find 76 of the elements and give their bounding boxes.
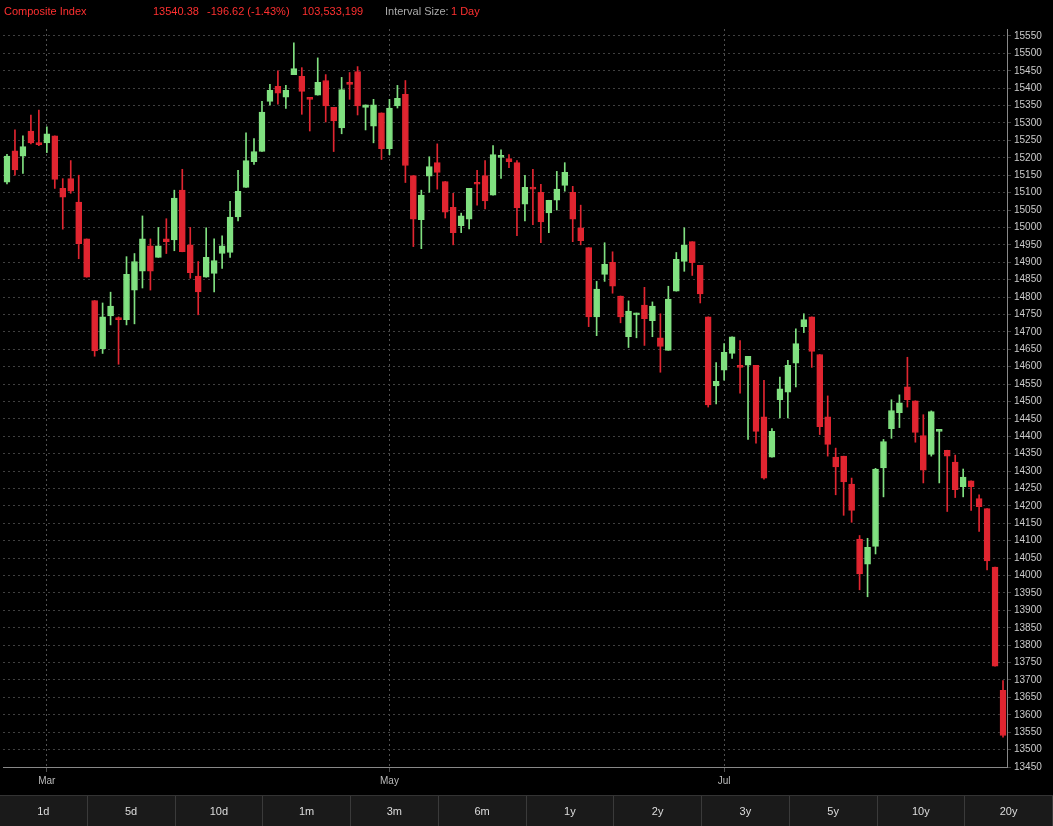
text: Interval Size: <box>385 4 449 19</box>
text: 1 Day <box>451 4 480 19</box>
y-tick-label: 15250 <box>1014 134 1043 146</box>
y-tick-label: 13800 <box>1014 638 1043 650</box>
y-tick-label: 13550 <box>1014 725 1043 737</box>
x-tick-label: Mar <box>38 774 57 786</box>
y-tick-label: 15000 <box>1014 221 1043 233</box>
y-tick-label: 14350 <box>1014 447 1043 459</box>
candlestick <box>975 494 983 532</box>
y-tick-label: 14650 <box>1014 343 1043 355</box>
candlestick <box>505 154 513 168</box>
y-tick-label: 15550 <box>1014 29 1043 41</box>
y-tick-label: 13700 <box>1014 673 1043 685</box>
y-tick-label: 13600 <box>1014 708 1043 720</box>
y-tick-label: 14250 <box>1014 482 1043 494</box>
text: 5y <box>789 796 878 826</box>
y-tick-label: 14450 <box>1014 412 1043 424</box>
y-tick-label: 15200 <box>1014 151 1043 163</box>
y-tick-label: 13450 <box>1014 760 1043 772</box>
candlestick <box>306 96 314 132</box>
y-tick-label: 14300 <box>1014 464 1043 476</box>
y-tick-label: 14000 <box>1014 569 1043 581</box>
text: -196.62 (-1.43%) <box>207 4 290 19</box>
y-tick-label: 14850 <box>1014 273 1043 285</box>
x-tick-label: May <box>380 774 399 786</box>
text: 1m <box>263 796 351 826</box>
y-tick-label: 14200 <box>1014 499 1043 511</box>
y-tick-label: 15400 <box>1014 81 1043 93</box>
y-tick-label: 13500 <box>1014 743 1043 755</box>
y-tick-label: 14950 <box>1014 238 1043 250</box>
y-tick-label: 14700 <box>1014 325 1043 337</box>
text: 6m <box>438 796 527 826</box>
y-tick-label: 13900 <box>1014 604 1043 616</box>
y-tick-label: 14150 <box>1014 517 1043 529</box>
y-tick-label: 14800 <box>1014 290 1043 302</box>
candlestick <box>943 449 951 512</box>
y-tick-label: 15300 <box>1014 116 1043 128</box>
text: 5d <box>87 796 176 826</box>
y-tick-label: 14550 <box>1014 377 1043 389</box>
text: 10d <box>175 796 264 826</box>
text: 3m <box>351 796 439 826</box>
y-tick-label: 14500 <box>1014 395 1043 407</box>
candlestick <box>473 170 481 206</box>
y-tick-label: 14400 <box>1014 430 1043 442</box>
y-tick-label: 15350 <box>1014 99 1043 111</box>
y-tick-label: 14900 <box>1014 255 1043 267</box>
text: 10y <box>877 796 966 826</box>
y-tick-label: 13650 <box>1014 691 1043 703</box>
y-tick-label: 15450 <box>1014 64 1043 76</box>
candlestick <box>497 149 505 179</box>
y-tick-label: 15100 <box>1014 186 1043 198</box>
candlestick <box>35 109 43 146</box>
chart-title: Composite Index <box>4 4 87 19</box>
candlestick <box>59 178 67 230</box>
candlestick <box>832 447 840 496</box>
y-tick-label: 15500 <box>1014 47 1043 59</box>
x-tick-label: Jul <box>717 774 731 786</box>
candlestick <box>736 340 744 394</box>
y-tick-label: 15150 <box>1014 168 1043 180</box>
y-tick-label: 13750 <box>1014 656 1043 668</box>
y-tick-label: 15050 <box>1014 203 1043 215</box>
y-tick-label: 13850 <box>1014 621 1043 633</box>
text: 1d <box>0 796 88 826</box>
y-tick-label: 14050 <box>1014 551 1043 563</box>
text: 13540.38 <box>153 4 199 19</box>
text: 1y <box>526 796 615 826</box>
y-tick-label: 14100 <box>1014 534 1043 546</box>
text: 3y <box>702 796 790 826</box>
y-tick-label: 14600 <box>1014 360 1043 372</box>
text: 103,533,199 <box>302 4 364 19</box>
candlestick <box>935 429 943 484</box>
candlestick <box>290 42 298 75</box>
y-tick-label: 13950 <box>1014 586 1043 598</box>
text: 2y <box>614 796 702 826</box>
y-tick-label: 14750 <box>1014 308 1043 320</box>
text: 20y <box>965 796 1053 826</box>
